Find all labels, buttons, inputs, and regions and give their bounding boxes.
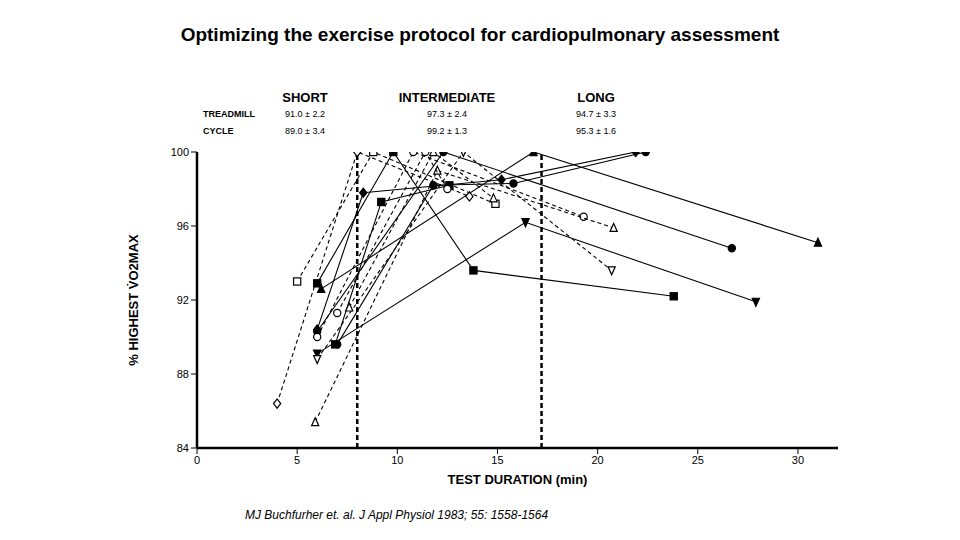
svg-text:96: 96 [177,220,189,232]
svg-text:100: 100 [171,146,189,158]
svg-text:25: 25 [692,454,704,466]
html-text:MJ Buchfurher et. al. J Appl P: MJ Buchfurher et. al. J Appl Physiol 198… [245,508,549,522]
svg-text:0: 0 [194,454,200,466]
html-text:94.7 ± 3.3: 94.7 ± 3.3 [576,109,616,119]
svg-text:5: 5 [294,454,300,466]
svg-text:30: 30 [792,454,804,466]
html-text:91.0 ± 2.2: 91.0 ± 2.2 [285,109,325,119]
svg-text:% HIGHEST V̇O2MAX: % HIGHEST V̇O2MAX [126,234,141,366]
html-text:89.0 ± 3.4: 89.0 ± 3.4 [285,126,325,136]
svg-text:TEST DURATION (min): TEST DURATION (min) [448,472,588,487]
html-text:SHORT: SHORT [282,90,328,105]
html-text:97.3 ± 2.4: 97.3 ± 2.4 [427,109,467,119]
html-text:99.2 ± 1.3: 99.2 ± 1.3 [427,126,467,136]
svg-text:88: 88 [177,368,189,380]
html-text:95.3 ± 1.6: 95.3 ± 1.6 [576,126,616,136]
svg-text:92: 92 [177,294,189,306]
html-text:LONG: LONG [577,90,615,105]
svg-text:10: 10 [391,454,403,466]
svg-text:15: 15 [491,454,503,466]
html-text:CYCLE: CYCLE [203,126,234,136]
html-text:Optimizing the exercise protoc: Optimizing the exercise protocol for car… [180,24,780,45]
svg-text:20: 20 [592,454,604,466]
svg-text:84: 84 [177,442,189,454]
html-text:INTERMEDIATE: INTERMEDIATE [398,90,496,105]
html-text:TREADMILL: TREADMILL [203,109,255,119]
